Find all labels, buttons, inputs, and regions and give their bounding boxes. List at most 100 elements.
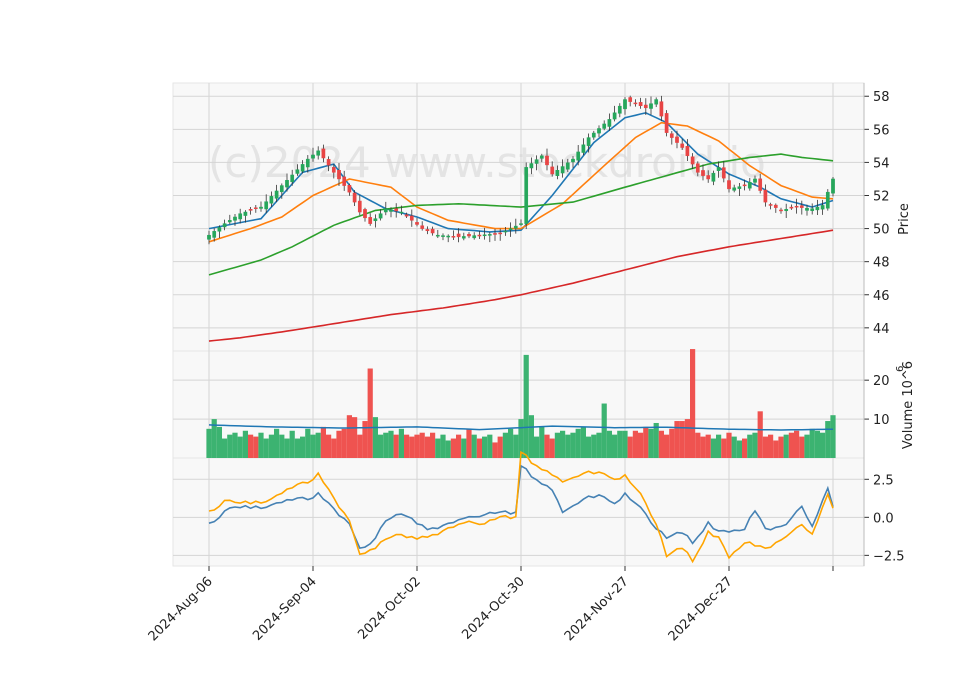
x-tick-label: 2024-Dec-27 [666,574,736,644]
volume-bar [294,438,300,458]
moving-average-line [208,153,834,276]
volume-y-tick-label: 20 [873,374,890,389]
volume-bar [502,432,508,458]
volume-bar [357,434,363,458]
volume-bar [679,421,685,458]
candle-body [207,234,211,240]
volume-bar [643,426,649,458]
candle-body [430,228,435,234]
volume-bar [528,415,534,458]
volume-bar [362,421,368,458]
volume-bar [794,430,800,458]
candle-body [799,205,804,208]
candle-body [820,205,825,210]
volume-bar [799,436,805,458]
volume-average-line [208,424,834,431]
candle-body [571,158,575,163]
volume-bar [487,434,493,458]
candle-body [737,186,742,189]
indicator-y-tick-label: 2.5 [873,473,894,488]
volume-bar [315,432,321,458]
volume-bar [669,428,675,458]
candle-body [524,167,529,224]
volume-bar [352,417,358,458]
volume-bar [336,430,342,458]
volume-bar [445,440,451,458]
volume-bar [648,428,654,458]
volume-bar [320,426,326,458]
volume-bar [778,436,784,458]
indicator-y-tick-label: 0.0 [873,511,894,526]
candle-body [680,143,685,148]
volume-bar [300,436,306,458]
candle-body [695,163,700,173]
volume-bar [305,428,311,458]
candle-body [623,99,627,110]
volume-bar [310,434,316,458]
volume-bar [664,434,670,458]
x-tick-label: 2024-Sep-04 [250,574,320,644]
candle-body [685,146,690,157]
candle-body [789,206,794,209]
price-y-tick-label: 58 [873,90,890,105]
volume-bar [476,438,482,458]
volume-bar [768,434,774,458]
volume-bar [367,368,373,458]
volume-bar [216,426,222,458]
candle-body [259,206,263,209]
volume-bar [606,430,612,458]
candle-body [373,218,378,222]
price-y-tick-label: 56 [873,123,890,138]
volume-bar [830,415,836,458]
volume-bar [586,436,592,458]
volume-bar [383,432,389,458]
volume-bar [435,438,441,458]
candle-body [300,164,305,172]
candle-body [425,229,430,232]
candlestick-series [207,95,835,245]
candle-body [753,178,757,183]
price-y-tick-label: 54 [873,156,890,171]
candle-body [285,180,289,188]
candle-body [591,132,596,138]
volume-bar [596,432,602,458]
candle-body [316,150,321,156]
volume-bar [752,432,758,458]
indicator-y-tick-label: −2.5 [873,549,905,564]
volume-bar [523,354,529,458]
volume-bar [773,440,779,458]
candle-body [347,185,352,193]
candle-body [529,163,534,169]
volume-bar [404,434,410,458]
volume-average-line [208,424,834,431]
candle-body [435,234,440,237]
candle-body [628,97,633,102]
candle-body [805,207,809,211]
candle-body [607,119,612,127]
candle-body [664,113,669,133]
volume-bar [570,432,576,458]
x-tick-label: 2024-Oct-30 [459,574,527,642]
volume-bar [289,430,295,458]
volume-bar [497,436,503,458]
candle-body [378,213,383,219]
candle-body [763,189,768,203]
candle-body [477,234,482,237]
candle-body [399,211,404,214]
candle-body [503,230,508,233]
candle-body [701,170,705,176]
candle-body [342,176,347,186]
candle-body [498,232,503,235]
candle-body [321,148,326,159]
volume-bar [242,430,248,458]
candle-body [612,112,617,120]
candle-body [311,154,315,159]
volume-bar [736,440,742,458]
candle-body [810,208,815,211]
candle-body [248,209,253,211]
volume-bar [627,436,633,458]
volume-bar [560,430,566,458]
candle-body [654,99,659,105]
candle-body [747,182,752,189]
